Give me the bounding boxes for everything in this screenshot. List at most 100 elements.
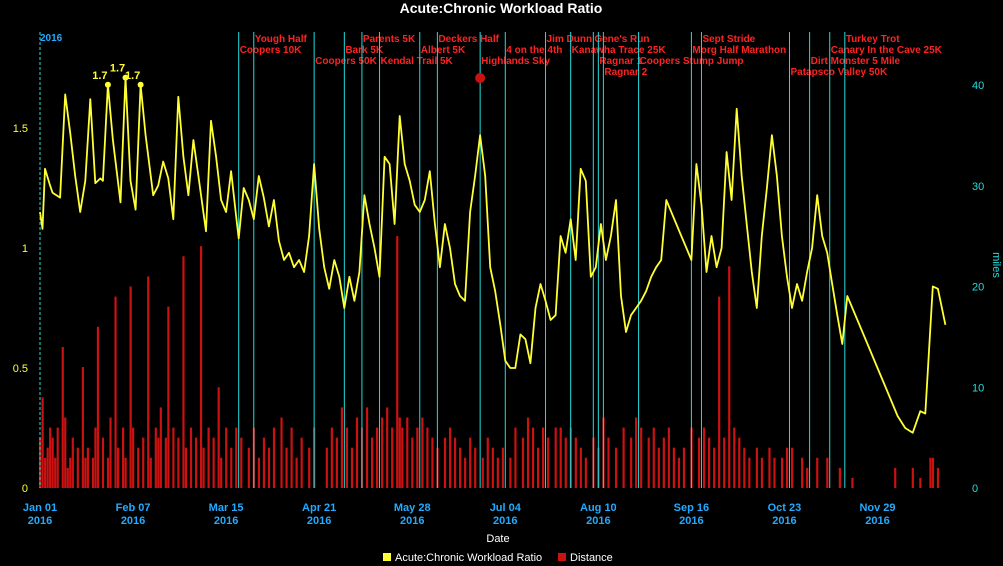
- event-label: Dirt Monster 5 Mile: [811, 56, 901, 67]
- distance-bar: [61, 346, 64, 488]
- distance-bar: [929, 457, 932, 488]
- distance-bar: [272, 427, 276, 488]
- x-tick-label: Nov 29: [859, 502, 895, 514]
- peak-marker: [104, 81, 111, 88]
- distance-bar: [738, 437, 741, 488]
- distance-bar: [51, 437, 54, 488]
- distance-bar: [71, 437, 74, 488]
- distance-bar: [672, 447, 675, 488]
- x-tick-year: 2016: [28, 515, 52, 527]
- right-axis-label: miles: [990, 252, 1002, 278]
- distance-bar: [491, 447, 494, 488]
- distance-bar: [894, 467, 897, 488]
- distance-bar: [177, 437, 180, 488]
- distance-bar: [142, 437, 145, 488]
- distance-bar: [91, 457, 95, 488]
- peak-marker: [122, 74, 129, 81]
- distance-bar: [911, 467, 914, 488]
- distance-bar: [481, 457, 484, 488]
- distance-bar: [536, 447, 540, 488]
- distance-bar: [370, 437, 374, 488]
- distance-bar: [421, 417, 424, 488]
- distance-bar: [531, 427, 535, 488]
- distance-bar: [300, 437, 303, 488]
- distance-bar: [154, 427, 157, 488]
- x-tick-label: Mar 15: [209, 502, 244, 514]
- distance-bar: [713, 447, 716, 488]
- distance-bar: [630, 437, 633, 488]
- distance-bar: [780, 457, 784, 488]
- distance-bar: [622, 427, 625, 488]
- right-tick-label: 20: [972, 282, 984, 294]
- distance-bar: [584, 457, 587, 488]
- distance-bar: [76, 447, 79, 488]
- distance-bar: [431, 437, 434, 488]
- distance-bar: [459, 447, 462, 488]
- distance-bar: [448, 427, 452, 488]
- event-label: Deckers Half: [438, 34, 499, 45]
- distance-bar: [574, 437, 577, 488]
- distance-bar: [121, 427, 125, 488]
- x-tick-year: 2016: [307, 515, 331, 527]
- distance-bar: [554, 427, 557, 488]
- legend-swatch: [558, 553, 566, 561]
- distance-bar: [509, 457, 512, 488]
- x-tick-label: Oct 23: [768, 502, 802, 514]
- event-label: Coopers 50K: [315, 56, 377, 67]
- distance-bar: [647, 437, 650, 488]
- event-label: Parents 5K: [363, 34, 416, 45]
- distance-bar: [697, 437, 701, 488]
- peak-marker: [137, 81, 144, 88]
- x-tick-year: 2016: [400, 515, 424, 527]
- distance-bar: [157, 437, 160, 488]
- right-tick-label: 0: [972, 483, 978, 495]
- distance-bar: [453, 437, 457, 488]
- event-label: Gene's Run: [594, 34, 649, 45]
- distance-bar: [295, 457, 298, 488]
- event-label: 4 on the 4th: [506, 45, 562, 56]
- distance-bar: [760, 457, 764, 488]
- distance-bar: [398, 417, 401, 488]
- x-tick-year: 2016: [772, 515, 796, 527]
- distance-bar: [290, 427, 293, 488]
- event-label: Albert 5K: [421, 45, 466, 56]
- chart-title: Acute:Chronic Workload Ratio: [400, 0, 603, 16]
- distance-bar: [564, 437, 567, 488]
- distance-bar: [280, 417, 283, 488]
- legend: Acute:Chronic Workload Ratio Distance: [383, 552, 613, 564]
- distance-bar: [838, 467, 841, 488]
- x-axis-label: Date: [486, 533, 509, 545]
- legend-swatch: [383, 553, 391, 561]
- distance-bar: [464, 457, 467, 488]
- distance-bar: [194, 437, 198, 488]
- distance-bar: [199, 246, 203, 488]
- left-tick-label: 0.5: [13, 363, 28, 375]
- distance-bar: [49, 427, 52, 488]
- x-tick-year: 2016: [865, 515, 889, 527]
- distance-bar: [247, 447, 250, 488]
- distance-bar: [350, 447, 354, 488]
- year-marker: 2016: [40, 33, 63, 44]
- distance-bar: [708, 437, 711, 488]
- distance-bar: [816, 457, 819, 488]
- distance-bar: [386, 407, 389, 488]
- distance-bar: [376, 427, 379, 488]
- distance-bar: [396, 236, 399, 488]
- distance-bar: [728, 266, 731, 488]
- x-tick-year: 2016: [121, 515, 145, 527]
- distance-bar: [785, 447, 789, 488]
- distance-bar: [147, 276, 150, 488]
- distance-bar: [501, 447, 504, 488]
- distance-bar: [101, 437, 105, 488]
- distance-bar: [132, 427, 135, 488]
- x-tick-label: Jan 01: [23, 502, 57, 514]
- distance-bar: [748, 457, 751, 488]
- distance-bar: [56, 427, 59, 488]
- distance-bar: [308, 447, 311, 488]
- distance-bar: [44, 457, 47, 488]
- distance-bar: [225, 427, 228, 488]
- distance-bar: [66, 467, 69, 488]
